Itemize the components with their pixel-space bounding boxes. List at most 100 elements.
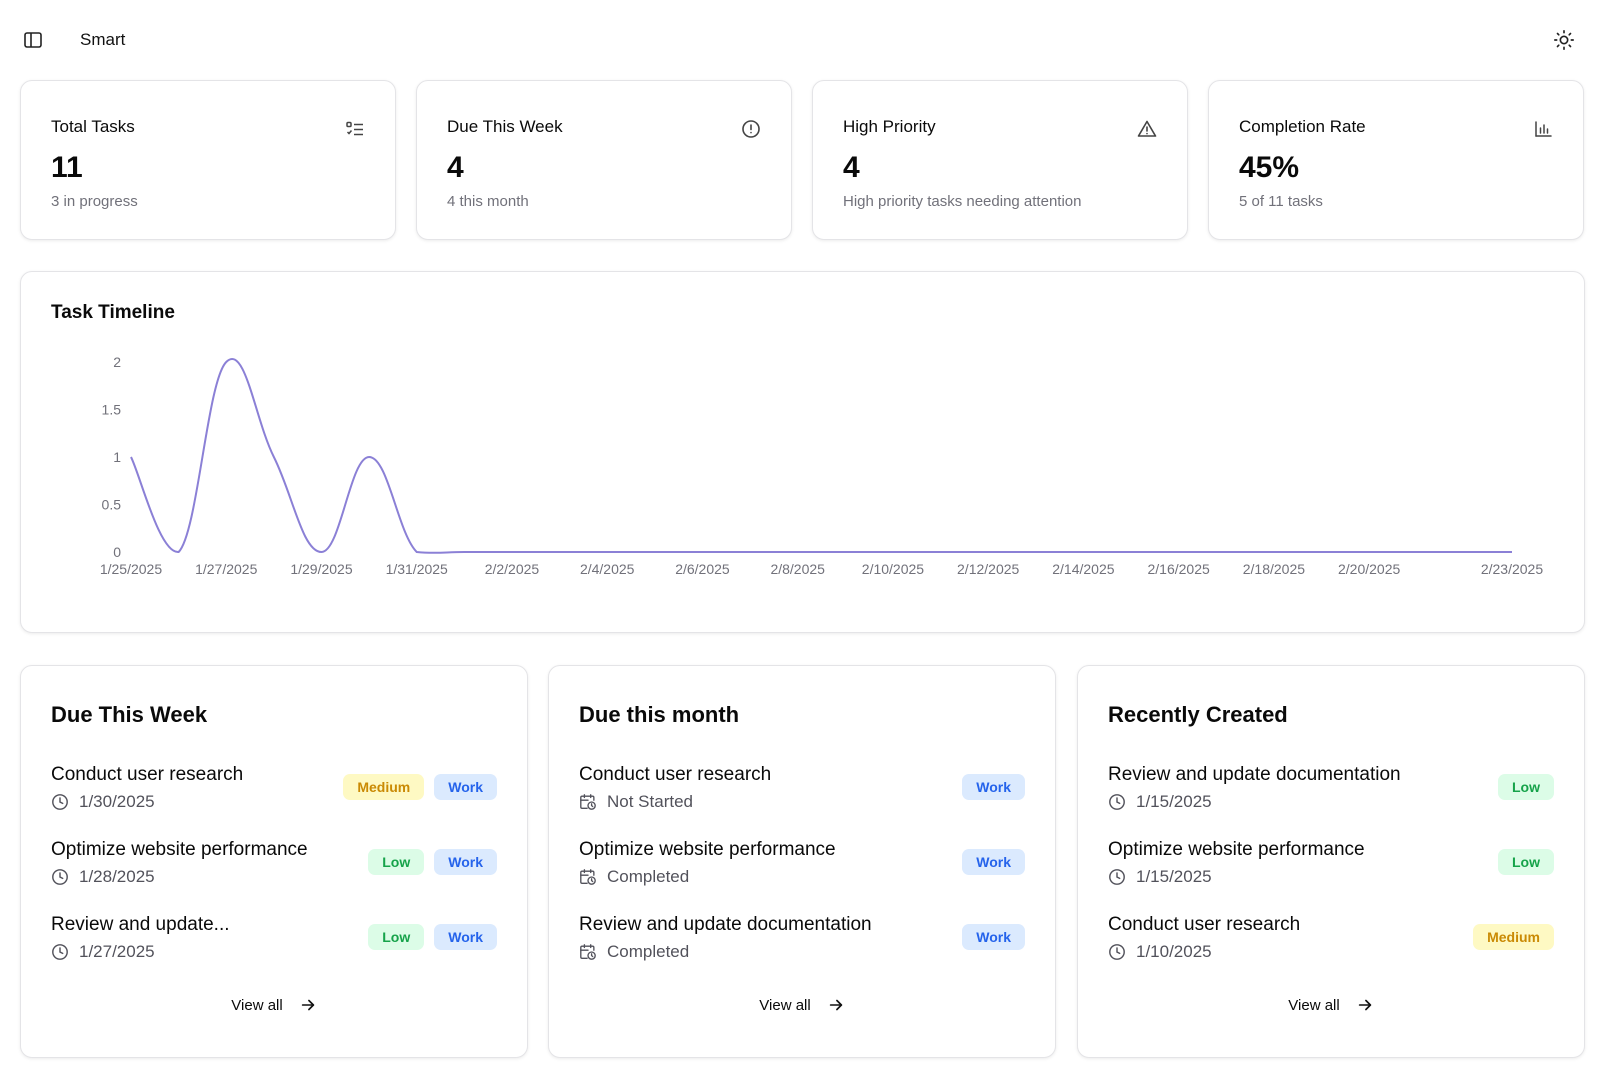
task-meta-text: 1/15/2025 [1136, 867, 1212, 886]
y-tick-label: 0 [113, 544, 121, 560]
task-timeline-chart: 0 0.5 1 1.5 2 1/25/2025 1/27/2025 1/29/2025 1/31… [100, 354, 1543, 577]
x-tick-label: 2/4/2025 [580, 561, 635, 577]
stat-card-total-tasks: Total Tasks 11 3 in progress [20, 80, 396, 240]
list-title: Recently Created [1108, 702, 1288, 727]
clock-icon [52, 794, 68, 810]
stat-title: Due This Week [447, 117, 563, 136]
list-card-due-this-week: Due This Week Conduct user research 1/30/2… [20, 665, 528, 1058]
priority-badge: Medium [343, 774, 425, 800]
task-title[interactable]: Review and update... [51, 914, 230, 935]
stat-card-due-this-week: Due This Week 4 4 this month [416, 80, 792, 240]
task-list: Conduct user research Not Started Work Opti… [579, 764, 1025, 989]
stat-subtext: 3 in progress [51, 193, 138, 210]
list-title: Due This Week [51, 702, 208, 727]
x-tick-label: 2/16/2025 [1148, 561, 1210, 577]
category-badge: Work [962, 849, 1025, 875]
list-card-due-this-month: Due this month Conduct user research Not S… [548, 665, 1056, 1058]
stat-card-high-priority: High Priority 4 High priority tasks need… [812, 80, 1188, 240]
category-badge: Work [962, 774, 1025, 800]
task-list-item[interactable]: Review and update documentation 1/15/2025… [1108, 764, 1554, 839]
priority-badge: Low [368, 849, 425, 875]
bar-chart-icon [1535, 121, 1552, 137]
task-badges: Work [962, 774, 1025, 800]
x-tick-label: 1/31/2025 [386, 561, 448, 577]
sidebar-toggle-button[interactable] [22, 29, 44, 51]
view-all-label: View all [759, 996, 811, 1014]
task-badges: Low Work [368, 849, 497, 875]
stat-value: 45% [1239, 151, 1300, 184]
sun-icon [1554, 30, 1574, 50]
task-badges: Low [1498, 849, 1554, 875]
x-tick-label: 1/29/2025 [290, 561, 352, 577]
y-tick-label: 2 [113, 354, 121, 370]
y-tick-label: 1 [113, 449, 121, 465]
task-title[interactable]: Review and update documentation [579, 914, 872, 935]
x-tick-label: 2/23/2025 [1481, 561, 1543, 577]
view-all-label: View all [231, 996, 283, 1014]
task-title[interactable]: Optimize website performance [51, 839, 308, 860]
task-meta-text: Completed [607, 942, 690, 961]
theme-toggle-button[interactable] [1552, 28, 1576, 52]
task-list-item[interactable]: Optimize website performance 1/28/2025 Low… [51, 839, 497, 914]
task-title[interactable]: Conduct user research [1108, 914, 1301, 935]
clock-icon [52, 944, 68, 960]
x-tick-label: 2/18/2025 [1243, 561, 1305, 577]
task-badges: Work [962, 849, 1025, 875]
x-tick-label: 1/25/2025 [100, 561, 162, 577]
task-list-item[interactable]: Optimize website performance 1/15/2025 Low [1108, 839, 1554, 914]
task-list-item[interactable]: Optimize website performance Completed Wor… [579, 839, 1025, 914]
task-meta-text: 1/27/2025 [79, 942, 155, 961]
task-title[interactable]: Conduct user research [51, 764, 244, 785]
task-meta-text: 1/30/2025 [79, 792, 155, 811]
alert-circle-icon [742, 120, 760, 138]
task-title[interactable]: Review and update documentation [1108, 764, 1401, 785]
task-badges: Medium [1473, 924, 1554, 950]
series-line [130, 358, 1512, 554]
view-all-button[interactable]: View all [549, 996, 1055, 1014]
clock-icon [52, 869, 68, 885]
arrow-right-icon [301, 999, 314, 1011]
task-meta-text: 1/10/2025 [1136, 942, 1212, 961]
stat-value: 4 [447, 151, 464, 184]
task-meta-text: 1/28/2025 [79, 867, 155, 886]
task-title[interactable]: Conduct user research [579, 764, 772, 785]
view-all-button[interactable]: View all [1078, 996, 1584, 1014]
task-meta-text: 1/15/2025 [1136, 792, 1212, 811]
list-title: Due this month [579, 702, 740, 727]
arrow-right-icon [1358, 999, 1371, 1011]
priority-badge: Low [1498, 849, 1554, 875]
category-badge: Work [434, 849, 497, 875]
stat-title: Completion Rate [1239, 117, 1366, 136]
clock-icon [1109, 869, 1125, 885]
top-bar: Smart [0, 0, 1599, 80]
task-list-item[interactable]: Conduct user research Not Started Work [579, 764, 1025, 839]
task-meta-text: Not Started [607, 792, 693, 811]
priority-badge: Low [1498, 774, 1554, 800]
task-title[interactable]: Optimize website performance [579, 839, 836, 860]
task-list-item[interactable]: Conduct user research 1/30/2025 Medium Work [51, 764, 497, 839]
stat-title: Total Tasks [51, 117, 135, 136]
task-meta: Completed [579, 867, 689, 887]
priority-badge: Medium [1473, 924, 1554, 950]
view-all-button[interactable]: View all [21, 996, 527, 1014]
alert-triangle-icon [1137, 120, 1157, 137]
stat-title: High Priority [843, 117, 936, 136]
task-list: Conduct user research 1/30/2025 Medium Work… [51, 764, 497, 989]
task-list-item[interactable]: Conduct user research 1/10/2025 Medium [1108, 914, 1554, 989]
x-tick-label: 2/12/2025 [957, 561, 1019, 577]
task-title[interactable]: Optimize website performance [1108, 839, 1365, 860]
task-meta: 1/30/2025 [51, 792, 155, 812]
panel-left-icon [24, 32, 42, 48]
stat-subtext: High priority tasks needing attention [843, 193, 1082, 210]
timeline-title: Task Timeline [51, 302, 175, 323]
task-badges: Work [962, 924, 1025, 950]
calendar-clock-icon [580, 794, 596, 810]
task-list: Review and update documentation 1/15/2025… [1108, 764, 1554, 989]
task-list-item[interactable]: Review and update documentation Completed… [579, 914, 1025, 989]
category-badge: Work [962, 924, 1025, 950]
task-list-item[interactable]: Review and update... 1/27/2025 Low Work [51, 914, 497, 989]
x-tick-label: 1/27/2025 [195, 561, 257, 577]
arrow-right-icon [829, 999, 842, 1011]
stat-subtext: 5 of 11 tasks [1239, 193, 1323, 210]
priority-badge: Low [368, 924, 425, 950]
